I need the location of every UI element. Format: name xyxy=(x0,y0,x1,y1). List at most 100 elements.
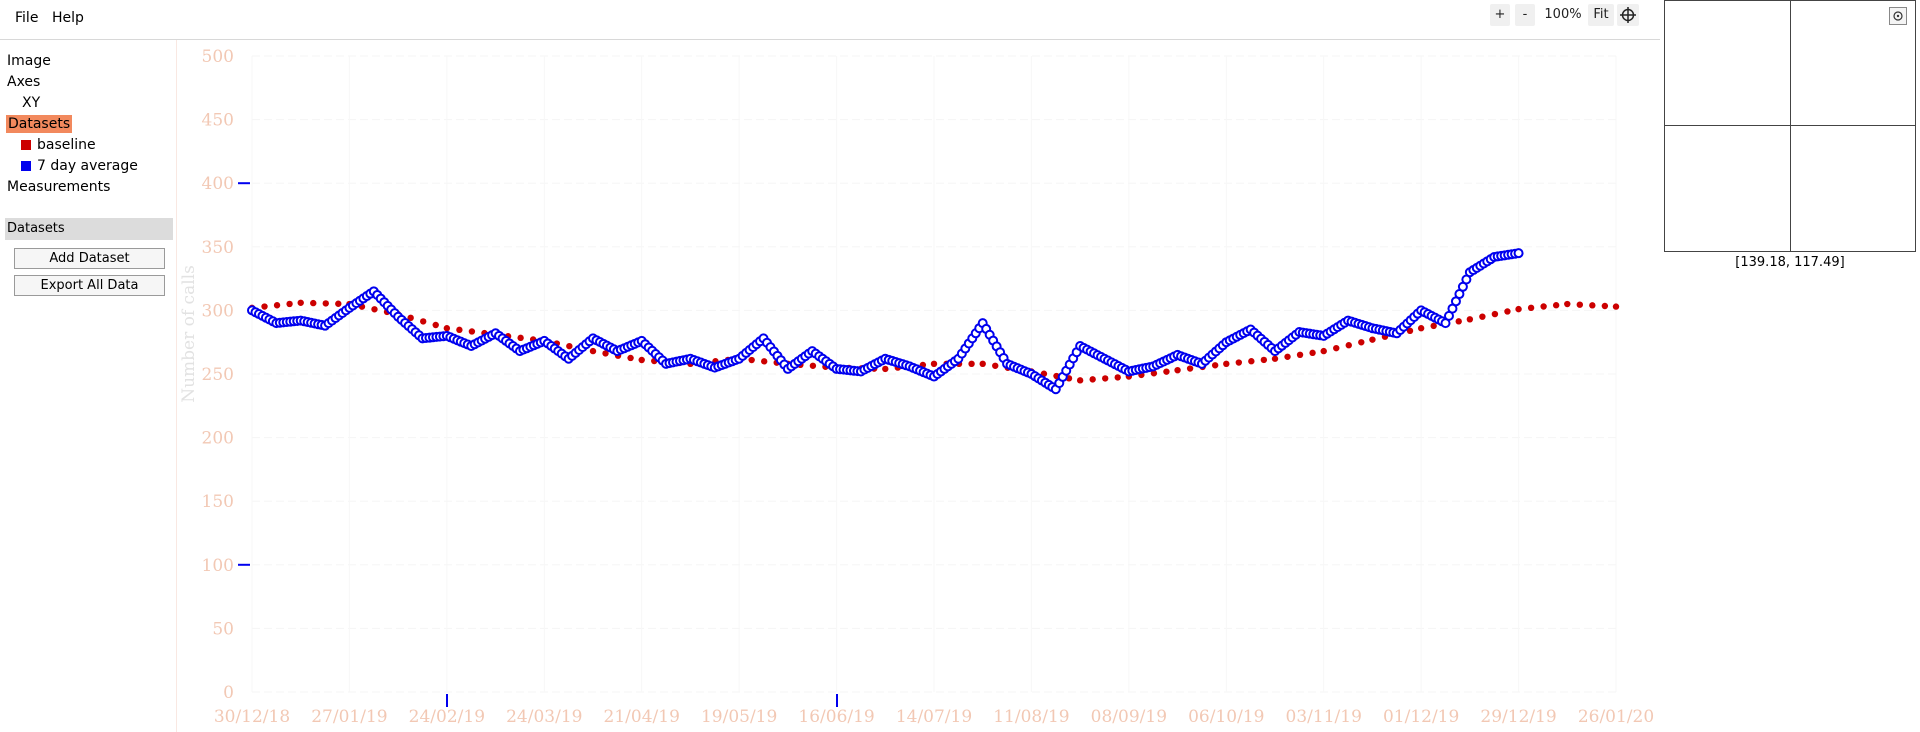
x-tick-label: 01/12/19 xyxy=(1383,707,1459,727)
tree-item-axes[interactable]: Axes xyxy=(7,74,41,90)
baseline-point xyxy=(286,300,293,308)
export-all-data-button[interactable]: Export All Data xyxy=(14,275,165,296)
baseline-point xyxy=(297,299,304,306)
magnifier-settings-button[interactable] xyxy=(1889,7,1907,25)
magnifier-horizontal-crosshair xyxy=(1665,125,1915,126)
baseline-point xyxy=(419,318,427,325)
menu-bar: File Help + - 100% Fit xyxy=(0,0,1660,40)
average-swatch xyxy=(21,161,31,171)
fit-button[interactable]: Fit xyxy=(1588,4,1614,26)
x-tick-label: 21/04/19 xyxy=(604,707,680,727)
x-tick-label: 19/05/19 xyxy=(701,707,777,727)
tree-item-dataset-baseline[interactable]: baseline xyxy=(21,136,96,154)
x-tick-label: 08/09/19 xyxy=(1091,707,1167,727)
y-tick-label: 0 xyxy=(223,683,234,703)
plot-canvas[interactable]: 0 50 100 150 200 250 300 350 400 450 500 30/12/18 27… xyxy=(176,40,1660,732)
baseline-point xyxy=(1174,366,1181,374)
tree-item-image[interactable]: Image xyxy=(7,53,51,69)
tree-item-measurements[interactable]: Measurements xyxy=(7,179,111,195)
baseline-point xyxy=(1479,313,1486,320)
baseline-point xyxy=(517,334,524,342)
tree-item-xy[interactable]: XY xyxy=(22,95,41,111)
baseline-point xyxy=(1455,318,1462,325)
y-tick-label: 100 xyxy=(202,556,234,576)
target-icon xyxy=(1893,11,1903,21)
baseline-point xyxy=(273,302,281,309)
zoom-out-button[interactable]: - xyxy=(1515,4,1535,26)
sidebar: Image Axes XY Datasets baseline 7 day av… xyxy=(0,40,176,732)
y-tick-label: 200 xyxy=(202,429,234,449)
zoom-level: 100% xyxy=(1544,7,1582,22)
baseline-point xyxy=(1491,310,1499,318)
baseline-point xyxy=(1540,303,1547,310)
baseline-point xyxy=(1406,327,1414,335)
magnifier-vertical-crosshair xyxy=(1790,1,1791,251)
magnifier-view xyxy=(1664,0,1916,252)
baseline-point xyxy=(1309,349,1316,357)
baseline-point xyxy=(1576,301,1584,308)
dataset-label: baseline xyxy=(37,137,96,153)
baseline-point xyxy=(1260,356,1268,364)
baseline-point xyxy=(1417,325,1425,332)
file-menu[interactable]: File xyxy=(15,10,39,26)
baseline-point xyxy=(1150,370,1158,377)
baseline-point xyxy=(1296,351,1304,359)
add-dataset-button[interactable]: Add Dataset xyxy=(14,248,165,269)
dataset-label: 7 day average xyxy=(37,158,138,174)
baseline-point xyxy=(1358,339,1365,346)
baseline-point xyxy=(407,314,414,322)
baseline-point xyxy=(1235,359,1243,366)
tree-item-datasets[interactable]: Datasets xyxy=(6,115,73,133)
baseline-point xyxy=(335,300,342,307)
baseline-point xyxy=(882,365,889,373)
baseline-point xyxy=(968,360,975,368)
baseline-point xyxy=(1333,344,1340,352)
x-tick-label: 29/12/19 xyxy=(1480,707,1556,727)
y-tick-label: 350 xyxy=(202,238,234,258)
baseline-point xyxy=(1186,365,1194,372)
baseline-point xyxy=(1466,316,1474,323)
baseline-point xyxy=(310,299,317,307)
baseline-point xyxy=(1114,374,1121,381)
y-tick-label: 250 xyxy=(202,365,234,385)
crosshair-button[interactable] xyxy=(1617,4,1639,26)
baseline-point xyxy=(1320,347,1327,355)
x-tick-label: 24/02/19 xyxy=(409,707,485,727)
baseline-point xyxy=(930,360,938,368)
baseline-point xyxy=(1271,355,1279,362)
baseline-point xyxy=(1612,303,1620,310)
baseline-point xyxy=(1601,302,1609,310)
datasets-panel-title: Datasets xyxy=(5,218,173,240)
zoom-in-button[interactable]: + xyxy=(1490,4,1510,26)
baseline-point xyxy=(1504,308,1511,315)
baseline-point xyxy=(1369,336,1376,343)
chart[interactable]: 0 50 100 150 200 250 300 350 400 450 500 30/12/18 27… xyxy=(176,40,1660,732)
x-tick-label: 27/01/19 xyxy=(311,707,387,727)
y-tick-label: 150 xyxy=(202,492,234,512)
baseline-point xyxy=(1101,375,1109,382)
baseline-point xyxy=(261,303,268,310)
x-tick-label: 03/11/19 xyxy=(1286,707,1362,727)
baseline-point xyxy=(602,350,609,357)
baseline-point xyxy=(322,300,329,307)
baseline-point xyxy=(1515,305,1522,313)
baseline-point xyxy=(979,360,986,368)
baseline-point xyxy=(1248,358,1255,365)
baseline-point xyxy=(1527,304,1535,312)
baseline-point xyxy=(456,326,463,334)
x-tick-label: 14/07/19 xyxy=(896,707,972,727)
baseline-point xyxy=(589,347,597,355)
baseline-point xyxy=(627,354,634,362)
baseline-point xyxy=(432,321,439,329)
baseline-point xyxy=(1076,377,1084,384)
baseline-swatch xyxy=(21,140,31,150)
crosshair-icon xyxy=(1620,7,1636,23)
baseline-point xyxy=(809,362,817,369)
average-point xyxy=(1513,248,1524,259)
baseline-point xyxy=(1223,360,1230,368)
baseline-point xyxy=(760,358,768,365)
help-menu[interactable]: Help xyxy=(52,10,84,26)
tree-item-dataset-7-day-average[interactable]: 7 day average xyxy=(21,157,138,175)
baseline-point xyxy=(1284,353,1291,360)
